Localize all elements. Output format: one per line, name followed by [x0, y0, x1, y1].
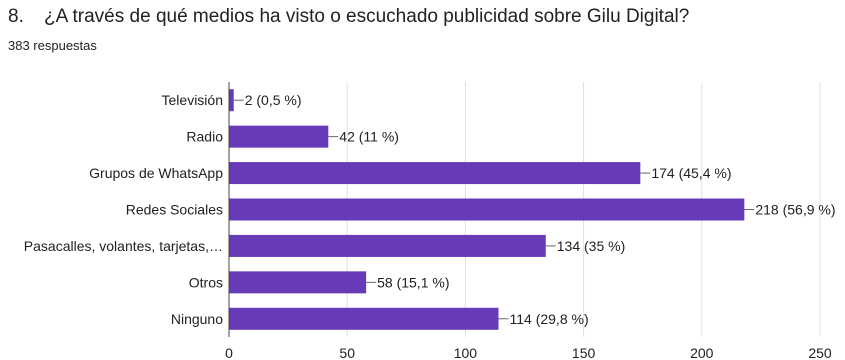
- category-label: Grupos de WhatsApp: [89, 165, 223, 181]
- x-tick-label: 250: [808, 345, 832, 360]
- x-tick-label: 150: [572, 345, 596, 360]
- question-text: ¿A través de qué medios ha visto o escuc…: [44, 6, 690, 27]
- bar: [229, 271, 367, 294]
- response-count: 383 respuestas: [8, 38, 97, 53]
- data-label: 2 (0,5 %): [245, 92, 302, 108]
- x-tick-label: 200: [690, 345, 714, 360]
- x-tick-label: 0: [225, 345, 233, 360]
- bar: [229, 89, 234, 112]
- category-label: Otros: [189, 274, 223, 290]
- bar: [229, 307, 499, 330]
- category-label: Redes Sociales: [126, 202, 223, 218]
- bar: [229, 162, 641, 185]
- bar: [229, 234, 546, 257]
- category-label: Radio: [186, 129, 223, 145]
- data-label: 42 (11 %): [339, 129, 399, 145]
- x-tick-label: 100: [454, 345, 478, 360]
- question-number: 8.: [8, 6, 24, 27]
- bar: [229, 198, 745, 221]
- data-label: 174 (45,4 %): [651, 165, 731, 181]
- data-label: 134 (35 %): [557, 238, 625, 254]
- bar: [229, 125, 329, 148]
- category-label: Ninguno: [171, 311, 223, 327]
- data-label: 58 (15,1 %): [377, 274, 449, 290]
- category-label: Pasacalles, volantes, tarjetas,…: [24, 238, 223, 254]
- question-title: 8. ¿A través de qué medios ha visto o esc…: [8, 6, 689, 28]
- data-label: 114 (29,8 %): [509, 311, 588, 327]
- category-label: Televisión: [162, 92, 223, 108]
- data-label: 218 (56,9 %): [755, 202, 835, 218]
- x-tick-label: 50: [339, 345, 355, 360]
